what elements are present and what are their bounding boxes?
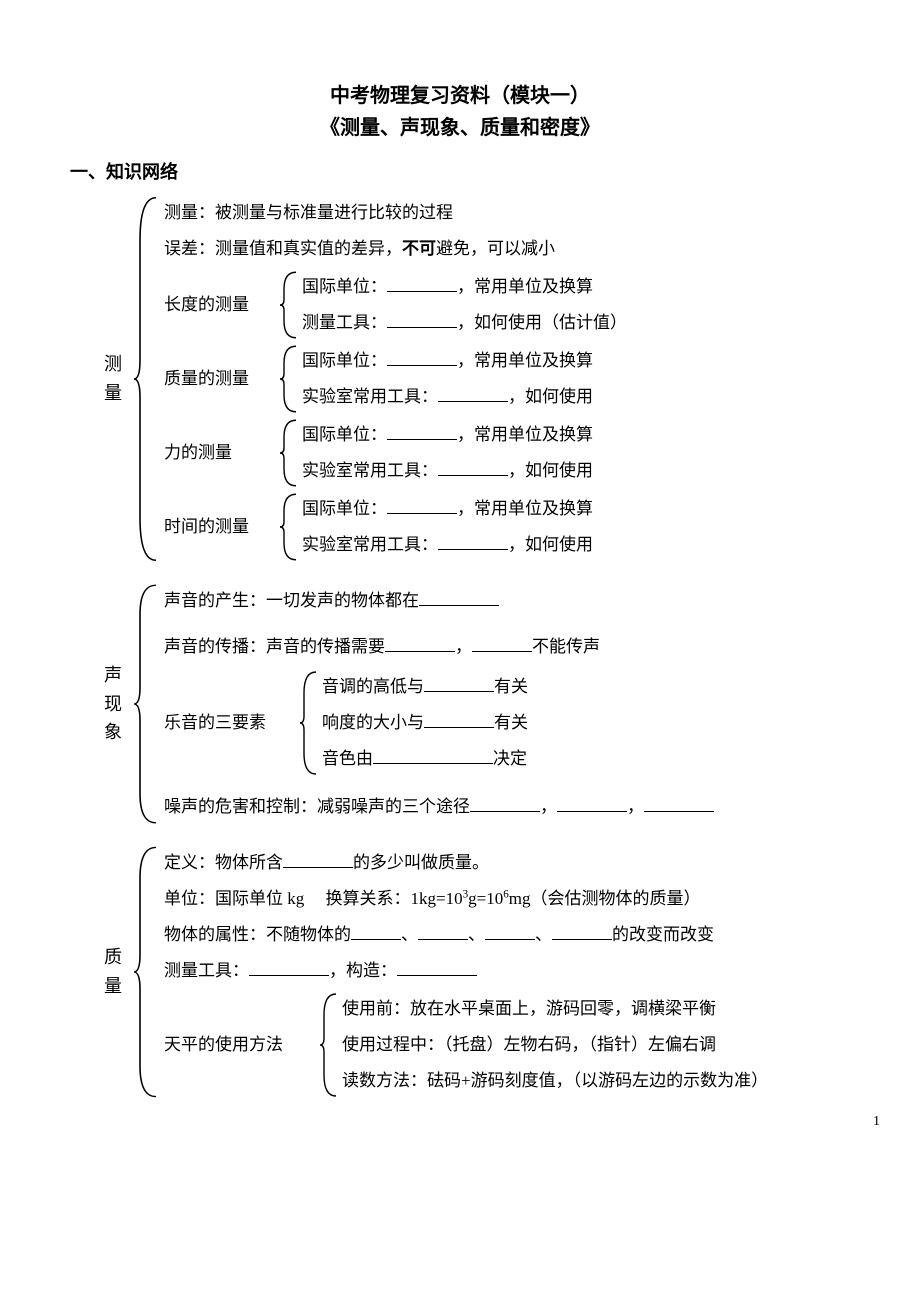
- mass-label: 质量: [100, 844, 126, 1100]
- sound-propagate: 声音的传播：声音的传播需要，不能传声: [164, 630, 850, 664]
- measure-error: 误差：测量值和真实值的差异，不可避免，可以减小: [164, 232, 850, 266]
- sound-elements: 乐音的三要素 音调的高低与有关 响度的大小与有关 音色由决定: [164, 668, 850, 778]
- page-number: 1: [873, 1114, 880, 1130]
- blank: [438, 533, 508, 550]
- bracket-balance: [318, 990, 338, 1100]
- bracket-time: [278, 490, 298, 564]
- blank: [472, 635, 532, 652]
- bracket-length: [278, 268, 298, 342]
- measure-length-label: 长度的测量: [164, 268, 274, 342]
- bracket-mass: [132, 844, 158, 1100]
- blank: [552, 923, 612, 940]
- blank: [485, 923, 535, 940]
- blank: [419, 589, 499, 606]
- blank: [424, 711, 494, 728]
- bracket-force: [278, 416, 298, 490]
- measure-time: 时间的测量 国际单位：，常用单位及换算 实验室常用工具：，如何使用: [164, 490, 850, 564]
- block-sound: 声现象 声音的产生：一切发声的物体都在 声音的传播：声音的传播需要，不能传声 乐…: [100, 582, 850, 826]
- mass-balance-label: 天平的使用方法: [164, 990, 314, 1100]
- bracket-mass-sub: [278, 342, 298, 416]
- mass-attr: 物体的属性：不随物体的、、、的改变而改变: [164, 918, 850, 952]
- title-line-2: 《测量、声现象、质量和密度》: [70, 112, 850, 144]
- measure-force: 力的测量 国际单位：，常用单位及换算 实验室常用工具：，如何使用: [164, 416, 850, 490]
- block-measure: 测量 测量：被测量与标准量进行比较的过程 误差：测量值和真实值的差异，不可避免，…: [100, 194, 850, 564]
- sound-elements-label: 乐音的三要素: [164, 668, 294, 778]
- blank: [387, 497, 457, 514]
- mass-def: 定义：物体所含的多少叫做质量。: [164, 846, 850, 880]
- blank: [397, 959, 477, 976]
- blank: [418, 923, 468, 940]
- measure-mass: 质量的测量 国际单位：，常用单位及换算 实验室常用工具：，如何使用: [164, 342, 850, 416]
- measure-label: 测量: [100, 194, 126, 564]
- bracket-elements: [298, 668, 318, 778]
- sound-noise: 噪声的危害和控制：减弱噪声的三个途径，，: [164, 790, 850, 824]
- measure-force-label: 力的测量: [164, 416, 274, 490]
- bracket-measure: [132, 194, 158, 564]
- blank: [557, 795, 627, 812]
- measure-length: 长度的测量 国际单位：，常用单位及换算 测量工具：，如何使用（估计值）: [164, 268, 850, 342]
- blank: [438, 385, 508, 402]
- blank: [644, 795, 714, 812]
- mass-balance: 天平的使用方法 使用前：放在水平桌面上，游码回零，调横梁平衡 使用过程中：（托盘…: [164, 990, 850, 1100]
- blank: [387, 311, 457, 328]
- block-mass: 质量 定义：物体所含的多少叫做质量。 单位：国际单位 kg 换算关系：1kg=1…: [100, 844, 850, 1100]
- blank: [351, 923, 401, 940]
- mass-unit: 单位：国际单位 kg 换算关系：1kg=103g=106mg（会估测物体的质量）: [164, 882, 850, 916]
- blank: [387, 275, 457, 292]
- blank: [387, 423, 457, 440]
- sound-label: 声现象: [100, 582, 126, 826]
- blank: [470, 795, 540, 812]
- measure-def: 测量：被测量与标准量进行比较的过程: [164, 196, 850, 230]
- mass-tool: 测量工具：，构造：: [164, 954, 850, 988]
- section-heading: 一、知识网络: [70, 158, 850, 184]
- blank: [385, 635, 455, 652]
- measure-time-label: 时间的测量: [164, 490, 274, 564]
- blank: [438, 459, 508, 476]
- measure-mass-label: 质量的测量: [164, 342, 274, 416]
- blank: [283, 851, 353, 868]
- title-line-1: 中考物理复习资料（模块一）: [70, 80, 850, 112]
- sound-produce: 声音的产生：一切发声的物体都在: [164, 584, 850, 618]
- blank: [424, 675, 494, 692]
- blank: [249, 959, 329, 976]
- blank: [387, 349, 457, 366]
- bracket-sound: [132, 582, 158, 826]
- blank: [373, 747, 493, 764]
